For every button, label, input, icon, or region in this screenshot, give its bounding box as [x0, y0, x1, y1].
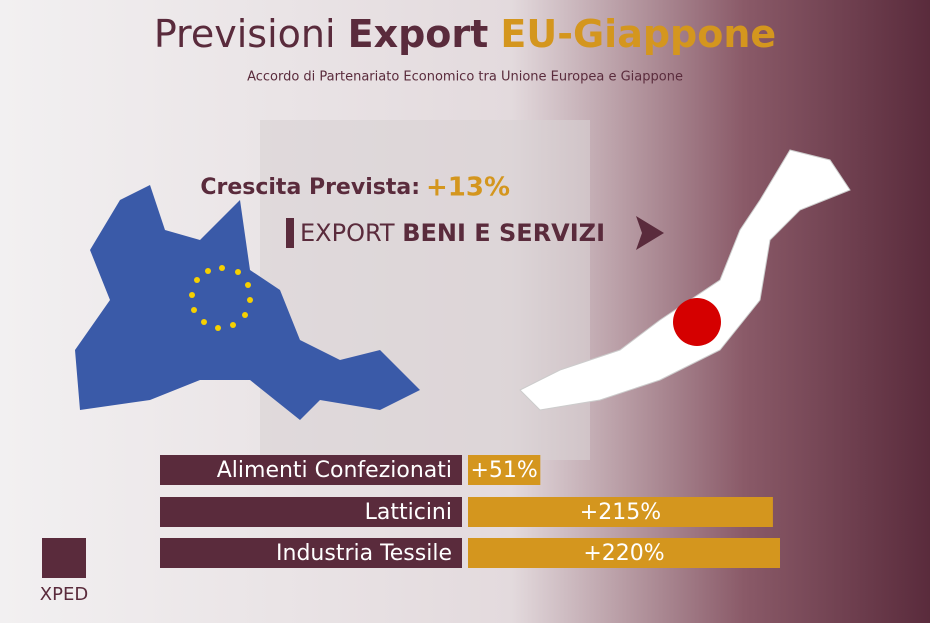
category-label: Industria Tessile: [276, 541, 452, 566]
value-label: +51%: [470, 458, 537, 483]
bar: [468, 538, 780, 568]
logo-text: XPED: [40, 584, 88, 605]
growth-value: +13%: [426, 173, 510, 203]
japan-flag-dot: [673, 298, 721, 346]
value-label: +215%: [580, 500, 661, 525]
subtitle: Accordo di Partenariato Economico tra Un…: [247, 70, 683, 85]
europe-map: [75, 185, 420, 420]
title-part: Export: [348, 12, 489, 56]
value-label: +220%: [583, 541, 664, 566]
category-box: [160, 538, 462, 568]
title: Previsioni Export EU-Giappone: [154, 12, 776, 56]
title-part: Previsioni: [154, 12, 336, 56]
eu-stars: [189, 265, 253, 331]
japan-map: [519, 149, 851, 411]
flow-bold: BENI E SERVIZI: [402, 219, 605, 247]
category-box: [160, 455, 462, 485]
category-box: [160, 497, 462, 527]
title-part: EU-Giappone: [500, 12, 776, 56]
flow-arrow: [636, 216, 664, 250]
bar: [468, 455, 541, 485]
flow-bar: [286, 218, 294, 248]
flow-text: EXPORT BENI E SERVIZI: [300, 219, 605, 247]
category-label: Alimenti Confezionati: [217, 458, 452, 483]
category-label: Latticini: [365, 500, 452, 525]
logo: XPED: [40, 538, 88, 605]
bar: [468, 497, 773, 527]
flow-light: EXPORT: [300, 219, 395, 247]
growth-label: Crescita Prevista:: [200, 175, 420, 200]
logo-icon: [42, 538, 86, 578]
bar-chart: Alimenti Confezionati +51% Latticini +215% I…: [160, 455, 780, 568]
